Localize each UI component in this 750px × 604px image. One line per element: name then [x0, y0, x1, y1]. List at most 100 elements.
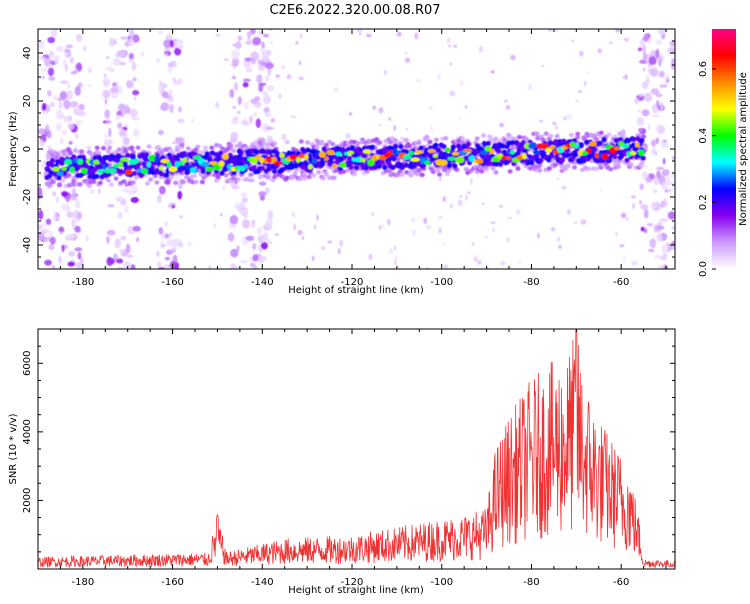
heatmap-cell [177, 118, 185, 124]
heatmap-cell [232, 43, 236, 47]
heatmap-cell [67, 261, 76, 267]
heatmap-cell [169, 103, 174, 113]
heatmap-cell [593, 166, 599, 172]
heatmap-cell [543, 131, 549, 136]
heatmap-cell [479, 169, 485, 174]
heatmap-cell [253, 266, 258, 269]
heatmap-cell [47, 89, 52, 97]
heatmap-cell [419, 172, 425, 178]
heatmap-cell [242, 78, 251, 82]
heatmap-cell [567, 208, 571, 215]
heatmap-cell [127, 58, 134, 63]
heatmap-cell [66, 90, 74, 100]
heatmap-cell [247, 38, 254, 43]
heatmap-cell [449, 90, 456, 97]
heatmap-cell [397, 169, 403, 174]
heatmap-cell [551, 121, 557, 126]
heatmap-cell [41, 228, 50, 234]
x-tick-label: -120 [341, 277, 364, 288]
heatmap-cell [490, 166, 496, 171]
colorbar-label: Normalized spectral amplitude [738, 72, 749, 226]
heatmap-cell [255, 118, 261, 129]
heatmap-cell [568, 133, 574, 138]
heatmap-cell [221, 184, 226, 191]
heatmap-cell [666, 78, 670, 83]
heatmap-cell [318, 151, 326, 158]
heatmap-cell [56, 171, 64, 176]
heatmap-cell [469, 178, 473, 185]
heatmap-cell [175, 137, 180, 142]
heatmap-cell [135, 236, 140, 243]
heatmap-cell [107, 145, 113, 150]
heatmap-cell [265, 111, 272, 118]
heatmap-cell [262, 232, 269, 238]
heatmap-cell [319, 141, 325, 146]
heatmap-cell [430, 125, 433, 133]
heatmap-cell [73, 217, 80, 223]
heatmap-cell [432, 154, 439, 158]
heatmap-cell [59, 137, 64, 145]
heatmap-cell [207, 155, 213, 161]
heatmap-cell [599, 188, 603, 192]
heatmap-cell [237, 96, 242, 106]
heatmap-cell [493, 170, 499, 175]
heatmap-cell [356, 29, 363, 33]
heatmap-cell [347, 160, 353, 166]
heatmap-cell [120, 36, 128, 40]
heatmap-cell [298, 76, 304, 81]
heatmap-cell [313, 224, 317, 230]
heatmap-cell [213, 168, 220, 174]
heatmap-cell [615, 164, 621, 169]
heatmap-cell [266, 85, 275, 92]
heatmap-cell [512, 136, 518, 142]
heatmap-cell [528, 83, 532, 91]
heatmap-cell [179, 142, 185, 148]
heatmap-cell [539, 119, 544, 123]
heatmap-cell [515, 209, 521, 215]
heatmap-cell [654, 254, 662, 259]
heatmap-cell [242, 82, 249, 88]
heatmap-cell [271, 168, 278, 174]
heatmap-cell [601, 137, 607, 143]
heatmap-cell [377, 140, 383, 145]
heatmap-cell [70, 71, 78, 75]
heatmap-cell [358, 31, 362, 36]
heatmap-cell [578, 142, 584, 148]
heatmap-cell [50, 29, 58, 38]
heatmap-cell [546, 166, 552, 171]
heatmap-cell [107, 203, 115, 208]
heatmap-cell [267, 49, 272, 56]
heatmap-cell [146, 144, 152, 149]
heatmap-cell [404, 51, 408, 56]
heatmap-cell [48, 50, 55, 59]
heatmap-cell [593, 137, 599, 142]
heatmap-cell [270, 118, 276, 123]
y-tick-label: -20 [22, 189, 33, 205]
heatmap-cell [166, 161, 172, 168]
heatmap-cell [655, 48, 660, 59]
heatmap-cell [201, 175, 207, 180]
heatmap-cell [74, 247, 83, 252]
heatmap-cell [284, 175, 290, 181]
heatmap-cell [64, 63, 69, 72]
heatmap-cell [671, 241, 675, 246]
heatmap-cell [625, 138, 631, 144]
heatmap-cell [393, 138, 399, 143]
heatmap-cell [645, 75, 650, 86]
heatmap-cell [46, 179, 52, 183]
heatmap-cell [347, 150, 354, 155]
heatmap-cell [171, 204, 175, 209]
heatmap-cell [444, 147, 451, 153]
colorbar-tick-label: 0.6 [698, 61, 709, 77]
heatmap-cell [617, 136, 623, 143]
heatmap-cell [662, 264, 669, 269]
heatmap-cell [230, 131, 239, 141]
heatmap-cell [182, 137, 185, 140]
heatmap-cell [88, 84, 91, 88]
heatmap-cell [311, 158, 317, 164]
heatmap-cell [62, 208, 69, 212]
heatmap-cell [128, 53, 134, 60]
heatmap-cell [468, 155, 476, 162]
heatmap-cell [130, 180, 136, 185]
heatmap-cell [59, 231, 63, 236]
